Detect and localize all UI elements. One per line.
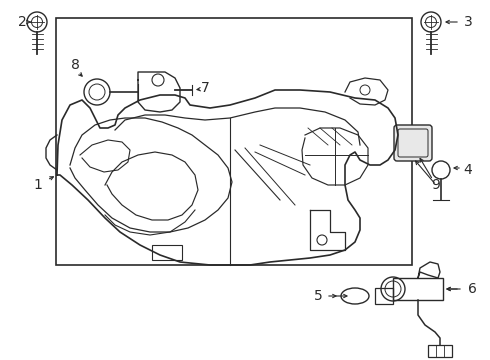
Text: 6: 6	[467, 282, 476, 296]
Text: 9: 9	[432, 178, 441, 192]
Bar	[375, 288, 393, 304]
Text: 1: 1	[33, 178, 43, 192]
Bar	[428, 345, 452, 357]
Bar	[56, 18, 412, 265]
Text: 8: 8	[71, 58, 79, 72]
Text: 7: 7	[200, 81, 209, 95]
Bar	[152, 245, 182, 260]
Text: 3: 3	[464, 15, 472, 29]
Text: 4: 4	[464, 163, 472, 177]
Text: 5: 5	[314, 289, 322, 303]
Text: 2: 2	[18, 15, 26, 29]
FancyBboxPatch shape	[394, 125, 432, 161]
Bar	[393, 278, 443, 300]
